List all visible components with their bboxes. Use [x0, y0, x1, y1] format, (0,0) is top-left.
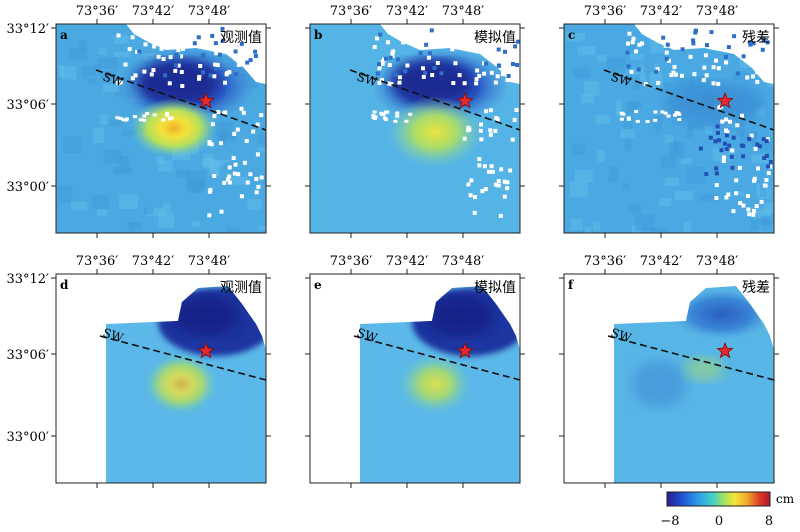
panel-letter: b [314, 28, 322, 42]
fault-trace [349, 69, 521, 131]
longitude-label: 73°48′ [188, 4, 231, 19]
fault-label: SW [355, 326, 380, 346]
longitude-label: 73°42′ [132, 4, 175, 19]
subsidence-core [426, 296, 494, 336]
fault-trace [603, 69, 775, 131]
deformation-map [614, 286, 774, 483]
fault-trace [95, 69, 267, 131]
longitude-label: 73°36′ [584, 4, 627, 19]
colorbar-tick-zero: 0 [715, 514, 723, 529]
colorbar-tick-min: −8 [660, 514, 679, 529]
panel-letter: a [60, 28, 68, 42]
longitude-label: 73°42′ [386, 254, 429, 269]
longitude-label: 73°42′ [640, 4, 683, 19]
epicenter-star-icon [197, 91, 215, 109]
panel-frame [309, 273, 521, 484]
deformation-map [360, 286, 520, 483]
fault-label: SW [609, 70, 634, 90]
fault-trace [607, 335, 775, 381]
colorbar-tick-max: 8 [765, 514, 773, 529]
panel-frame [309, 23, 521, 234]
fault-label: SW [355, 70, 380, 90]
panel-letter: c [568, 28, 575, 42]
uplift-lobe [145, 354, 217, 414]
longitude-label: 73°36′ [76, 4, 119, 19]
uplift-lobe [399, 354, 471, 414]
footprint [360, 286, 520, 483]
epicenter-star-icon [456, 341, 474, 359]
epicenter-star-icon [197, 341, 215, 359]
epicenter-star-icon [716, 341, 734, 359]
subsidence-core [138, 60, 218, 104]
subsidence-core [392, 60, 472, 104]
epicenter-star-icon [456, 91, 474, 109]
panel-f: SW 73°36′ 73°42′ 73°48′ f 残差 [559, 254, 779, 488]
longitude-label: 73°42′ [386, 4, 429, 19]
panel-title: 观测值 [220, 30, 262, 46]
latitude-label: 33°06′ [6, 98, 49, 113]
panel-b: SW 73°36′ 73°42′ 73°48′ b 模拟值 [305, 4, 525, 238]
longitude-label: 73°48′ [442, 4, 485, 19]
panel-title: 残差 [742, 280, 770, 296]
longitude-label: 73°36′ [330, 4, 373, 19]
panel-e: SW 73°36′ 73°42′ 73°48′ e 模拟值 [305, 254, 525, 488]
longitude-label: 73°36′ [584, 254, 627, 269]
deformation-map [564, 24, 774, 233]
panel-title: 残差 [742, 30, 770, 46]
deformation-map [56, 24, 266, 233]
panel-title: 观测值 [220, 280, 262, 296]
longitude-label: 73°48′ [696, 254, 739, 269]
latitude-label: 33°00′ [6, 430, 49, 445]
footprint [106, 286, 266, 483]
fault-label: SW [609, 326, 634, 346]
no-data-mask [619, 24, 774, 217]
panel-frame [55, 23, 267, 234]
longitude-label: 73°42′ [132, 254, 175, 269]
panel-title: 模拟值 [474, 280, 516, 296]
panel-frame [563, 23, 775, 234]
longitude-label: 73°36′ [330, 254, 373, 269]
longitude-label: 73°48′ [442, 254, 485, 269]
longitude-label: 73°48′ [188, 254, 231, 269]
uplift-lobe [130, 98, 218, 158]
colorbar: cm −8 0 8 [660, 491, 795, 529]
fault-trace [99, 335, 267, 381]
longitude-label: 73°48′ [696, 4, 739, 19]
panel-frame [563, 273, 775, 484]
latitude-label: 33°00′ [6, 180, 49, 195]
colorbar-frame [666, 491, 771, 507]
panel-letter: e [314, 278, 322, 292]
subsidence-core [172, 296, 240, 336]
deformation-map [310, 24, 520, 233]
panel-frame [55, 273, 267, 484]
colorbar-gradient [667, 492, 770, 506]
panel-a: SW 73°36′ 73°42′ 73°48′ 33°12′ 33°06′ 33°00′ a 观… [6, 4, 271, 238]
fault-label: SW [101, 70, 126, 90]
panel-d: SW 73°36′ 73°42′ 73°48′ 33°12′ 33°06′ 33°00′ d 观… [6, 254, 271, 488]
longitude-label: 73°42′ [640, 254, 683, 269]
latitude-label: 33°06′ [6, 348, 49, 363]
panel-title: 模拟值 [474, 30, 516, 46]
latitude-label: 33°12′ [6, 272, 49, 287]
longitude-label: 73°36′ [76, 254, 119, 269]
colorbar-unit: cm [776, 492, 795, 506]
latitude-label: 33°12′ [6, 22, 49, 37]
panel-letter: f [568, 278, 574, 292]
epicenter-star-icon [716, 91, 734, 109]
panel-c: SW 73°36′ 73°42′ 73°48′ c 残差 [559, 4, 779, 238]
footprint [614, 286, 774, 483]
deformation-map [106, 286, 266, 483]
fault-label: SW [101, 326, 126, 346]
panel-letter: d [60, 278, 69, 292]
fault-trace [353, 335, 521, 381]
no-data-mask [115, 24, 266, 218]
